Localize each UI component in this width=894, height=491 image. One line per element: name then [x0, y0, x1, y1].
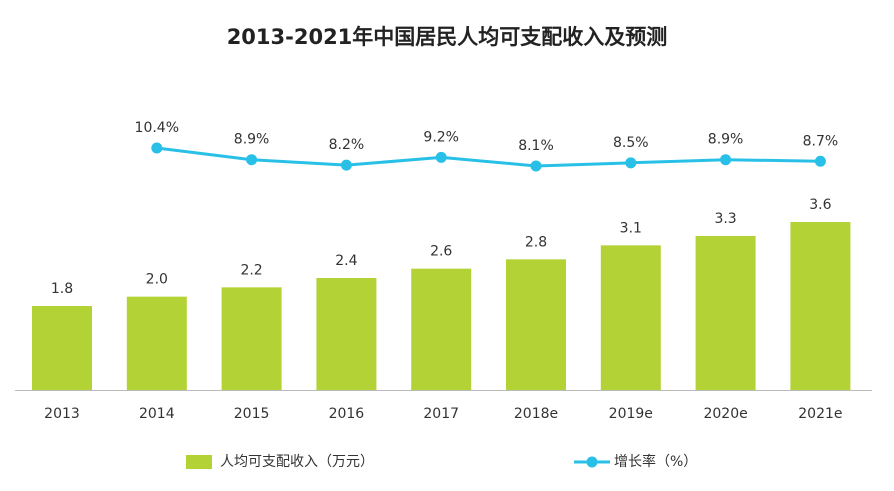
line-point: [625, 157, 637, 169]
line-point: [246, 154, 258, 166]
x-tick-label: 2013: [44, 406, 80, 422]
bar: [316, 278, 377, 390]
bar: [790, 222, 851, 390]
x-tick-label: 2014: [139, 406, 175, 422]
line-value-label: 8.9%: [234, 132, 270, 148]
line-value-label: 8.9%: [708, 132, 744, 148]
x-tick-label: 2016: [329, 406, 365, 422]
line: [156, 146, 821, 168]
legend-label: 增长率（%）: [614, 453, 697, 470]
bar-value-label: 2.8: [525, 234, 547, 250]
line-point: [814, 155, 826, 167]
legend-label: 人均可支配收入（万元）: [220, 454, 374, 470]
chart-title: 2013-2021年中国居民人均可支配收入及预测: [227, 25, 668, 49]
x-tick-label: 2017: [423, 406, 459, 422]
line-point: [435, 151, 447, 163]
line-point: [530, 160, 542, 172]
line-value-label: 8.1%: [518, 138, 554, 154]
x-tick-label: 2015: [234, 406, 270, 422]
bar: [32, 306, 92, 390]
bar: [411, 268, 472, 390]
line-value-label: 8.2%: [329, 137, 365, 153]
x-tick-label: 2019e: [609, 406, 653, 422]
line-value-label: 8.5%: [613, 135, 649, 151]
bar: [600, 245, 661, 390]
x-tick-label: 2020e: [703, 406, 747, 422]
bar-value-label: 1.8: [51, 281, 73, 297]
bar-value-label: 2.0: [146, 272, 168, 288]
bar: [126, 296, 187, 390]
line-point: [340, 159, 352, 171]
bar: [221, 287, 282, 390]
bar-value-label: 2.2: [240, 262, 262, 278]
bar-value-label: 3.1: [620, 220, 642, 236]
bar: [506, 259, 566, 390]
bar: [695, 236, 756, 390]
line-point: [151, 142, 163, 154]
line-value-label: 10.4%: [135, 120, 179, 136]
x-tick-label: 2021e: [798, 406, 842, 422]
line-value-label: 9.2%: [423, 129, 459, 145]
line-point: [720, 154, 732, 166]
bar-value-label: 2.6: [430, 244, 452, 260]
line-value-label: 8.7%: [803, 133, 839, 149]
legend-swatch: [186, 455, 212, 469]
x-tick-label: 2018e: [514, 406, 558, 422]
bar-value-label: 3.6: [809, 197, 831, 213]
bar-value-label: 3.3: [714, 211, 736, 227]
legend-swatch: [586, 456, 598, 468]
bar-value-label: 2.4: [335, 253, 357, 269]
